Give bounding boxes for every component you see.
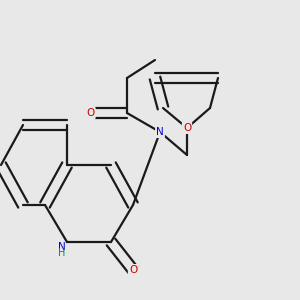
- Text: O: O: [86, 108, 94, 118]
- Text: H: H: [58, 248, 65, 258]
- Text: O: O: [183, 123, 191, 133]
- Text: N: N: [156, 127, 164, 137]
- Text: N: N: [58, 242, 65, 251]
- Text: O: O: [129, 265, 137, 275]
